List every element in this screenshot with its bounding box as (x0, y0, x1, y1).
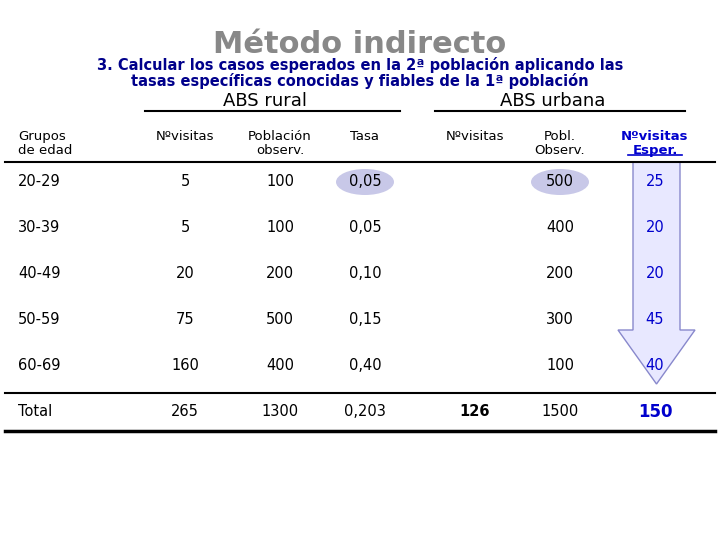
Text: observ.: observ. (256, 144, 304, 157)
Ellipse shape (531, 169, 589, 195)
Text: 200: 200 (546, 267, 574, 281)
Text: 0,10: 0,10 (348, 267, 382, 281)
Text: 400: 400 (266, 359, 294, 374)
Text: Pobl.: Pobl. (544, 130, 576, 143)
Text: 5: 5 (181, 220, 189, 235)
Text: 40: 40 (646, 359, 665, 374)
Text: 60-69: 60-69 (18, 359, 60, 374)
Text: 0,05: 0,05 (348, 174, 382, 190)
Text: Observ.: Observ. (535, 144, 585, 157)
Text: 40-49: 40-49 (18, 267, 60, 281)
Text: 400: 400 (546, 220, 574, 235)
Text: 300: 300 (546, 313, 574, 327)
Text: 25: 25 (646, 174, 665, 190)
Text: 100: 100 (546, 359, 574, 374)
Text: 265: 265 (171, 404, 199, 420)
Text: Tasa: Tasa (351, 130, 379, 143)
Text: Nºvisitas: Nºvisitas (156, 130, 215, 143)
Text: 160: 160 (171, 359, 199, 374)
Text: Esper.: Esper. (632, 144, 678, 157)
Text: 50-59: 50-59 (18, 313, 60, 327)
Text: 5: 5 (181, 174, 189, 190)
Text: 0,15: 0,15 (348, 313, 382, 327)
Text: 45: 45 (646, 313, 665, 327)
Text: 200: 200 (266, 267, 294, 281)
Text: 126: 126 (460, 404, 490, 420)
Text: Nºvisitas: Nºvisitas (621, 130, 689, 143)
Text: 0,05: 0,05 (348, 220, 382, 235)
Polygon shape (618, 162, 695, 384)
Text: 0,203: 0,203 (344, 404, 386, 420)
Text: Grupos: Grupos (18, 130, 66, 143)
Text: 75: 75 (176, 313, 194, 327)
Text: 100: 100 (266, 220, 294, 235)
Text: 20: 20 (176, 267, 194, 281)
Text: 30-39: 30-39 (18, 220, 60, 235)
Text: Método indirecto: Método indirecto (213, 30, 507, 59)
Text: Total: Total (18, 404, 53, 420)
Text: 100: 100 (266, 174, 294, 190)
Text: 20-29: 20-29 (18, 174, 60, 190)
Text: de edad: de edad (18, 144, 73, 157)
Ellipse shape (336, 169, 394, 195)
Text: 1300: 1300 (261, 404, 299, 420)
Text: Población: Población (248, 130, 312, 143)
Text: 1500: 1500 (541, 404, 579, 420)
Text: 3. Calcular los casos esperados en la 2ª población aplicando las: 3. Calcular los casos esperados en la 2ª… (96, 57, 624, 73)
Text: ABS urbana: ABS urbana (500, 92, 606, 110)
Text: 20: 20 (646, 267, 665, 281)
Text: 500: 500 (546, 174, 574, 190)
Text: 20: 20 (646, 220, 665, 235)
Text: tasas específicas conocidas y fiables de la 1ª población: tasas específicas conocidas y fiables de… (131, 73, 589, 89)
Text: ABS rural: ABS rural (223, 92, 307, 110)
Text: 150: 150 (638, 403, 672, 421)
Text: 500: 500 (266, 313, 294, 327)
Text: 0,40: 0,40 (348, 359, 382, 374)
Text: Nºvisitas: Nºvisitas (446, 130, 504, 143)
